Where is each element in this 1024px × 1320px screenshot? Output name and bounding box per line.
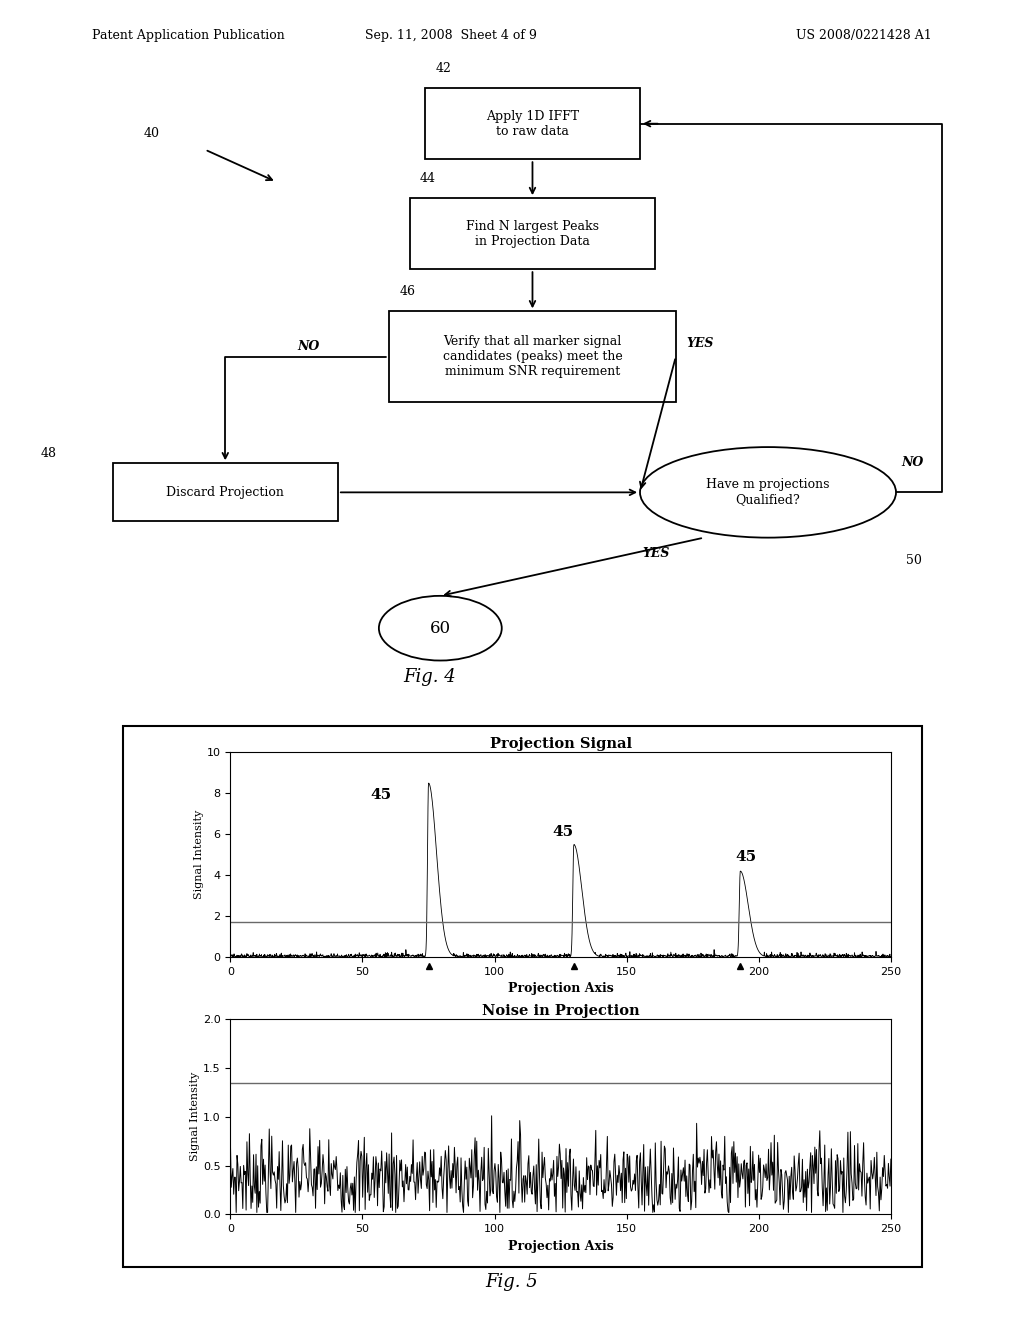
Text: YES: YES bbox=[643, 546, 670, 560]
FancyBboxPatch shape bbox=[113, 463, 338, 521]
Ellipse shape bbox=[640, 447, 896, 537]
Y-axis label: Signal Intensity: Signal Intensity bbox=[194, 810, 204, 899]
Text: 42: 42 bbox=[435, 62, 452, 75]
Text: 50: 50 bbox=[906, 553, 923, 566]
FancyBboxPatch shape bbox=[410, 198, 655, 269]
Text: Patent Application Publication: Patent Application Publication bbox=[92, 29, 285, 42]
X-axis label: Projection Axis: Projection Axis bbox=[508, 1239, 613, 1253]
Text: 45: 45 bbox=[553, 825, 573, 840]
Text: Have m projections
Qualified?: Have m projections Qualified? bbox=[707, 478, 829, 507]
Title: Projection Signal: Projection Signal bbox=[489, 738, 632, 751]
Text: Apply 1D IFFT
to raw data: Apply 1D IFFT to raw data bbox=[486, 110, 579, 137]
Text: 40: 40 bbox=[143, 127, 160, 140]
Text: Verify that all marker signal
candidates (peaks) meet the
minimum SNR requiremen: Verify that all marker signal candidates… bbox=[442, 335, 623, 378]
Text: Sep. 11, 2008  Sheet 4 of 9: Sep. 11, 2008 Sheet 4 of 9 bbox=[365, 29, 537, 42]
Text: NO: NO bbox=[297, 341, 319, 352]
Text: YES: YES bbox=[686, 337, 714, 350]
Text: 46: 46 bbox=[399, 285, 416, 298]
Text: Discard Projection: Discard Projection bbox=[166, 486, 285, 499]
Text: 45: 45 bbox=[371, 788, 391, 803]
X-axis label: Projection Axis: Projection Axis bbox=[508, 982, 613, 995]
FancyBboxPatch shape bbox=[389, 312, 676, 401]
Text: Fig. 5: Fig. 5 bbox=[485, 1272, 539, 1291]
Text: Find N largest Peaks
in Projection Data: Find N largest Peaks in Projection Data bbox=[466, 219, 599, 248]
Text: 45: 45 bbox=[735, 850, 756, 863]
Text: Fig. 4: Fig. 4 bbox=[403, 668, 457, 686]
Text: 60: 60 bbox=[430, 619, 451, 636]
Ellipse shape bbox=[379, 595, 502, 660]
FancyBboxPatch shape bbox=[425, 88, 640, 160]
Text: NO: NO bbox=[901, 457, 924, 470]
Y-axis label: Signal Intensity: Signal Intensity bbox=[190, 1072, 200, 1162]
FancyBboxPatch shape bbox=[123, 726, 922, 1267]
Text: US 2008/0221428 A1: US 2008/0221428 A1 bbox=[796, 29, 932, 42]
Text: 48: 48 bbox=[41, 446, 57, 459]
Text: 44: 44 bbox=[420, 172, 436, 185]
Title: Noise in Projection: Noise in Projection bbox=[482, 1005, 639, 1018]
